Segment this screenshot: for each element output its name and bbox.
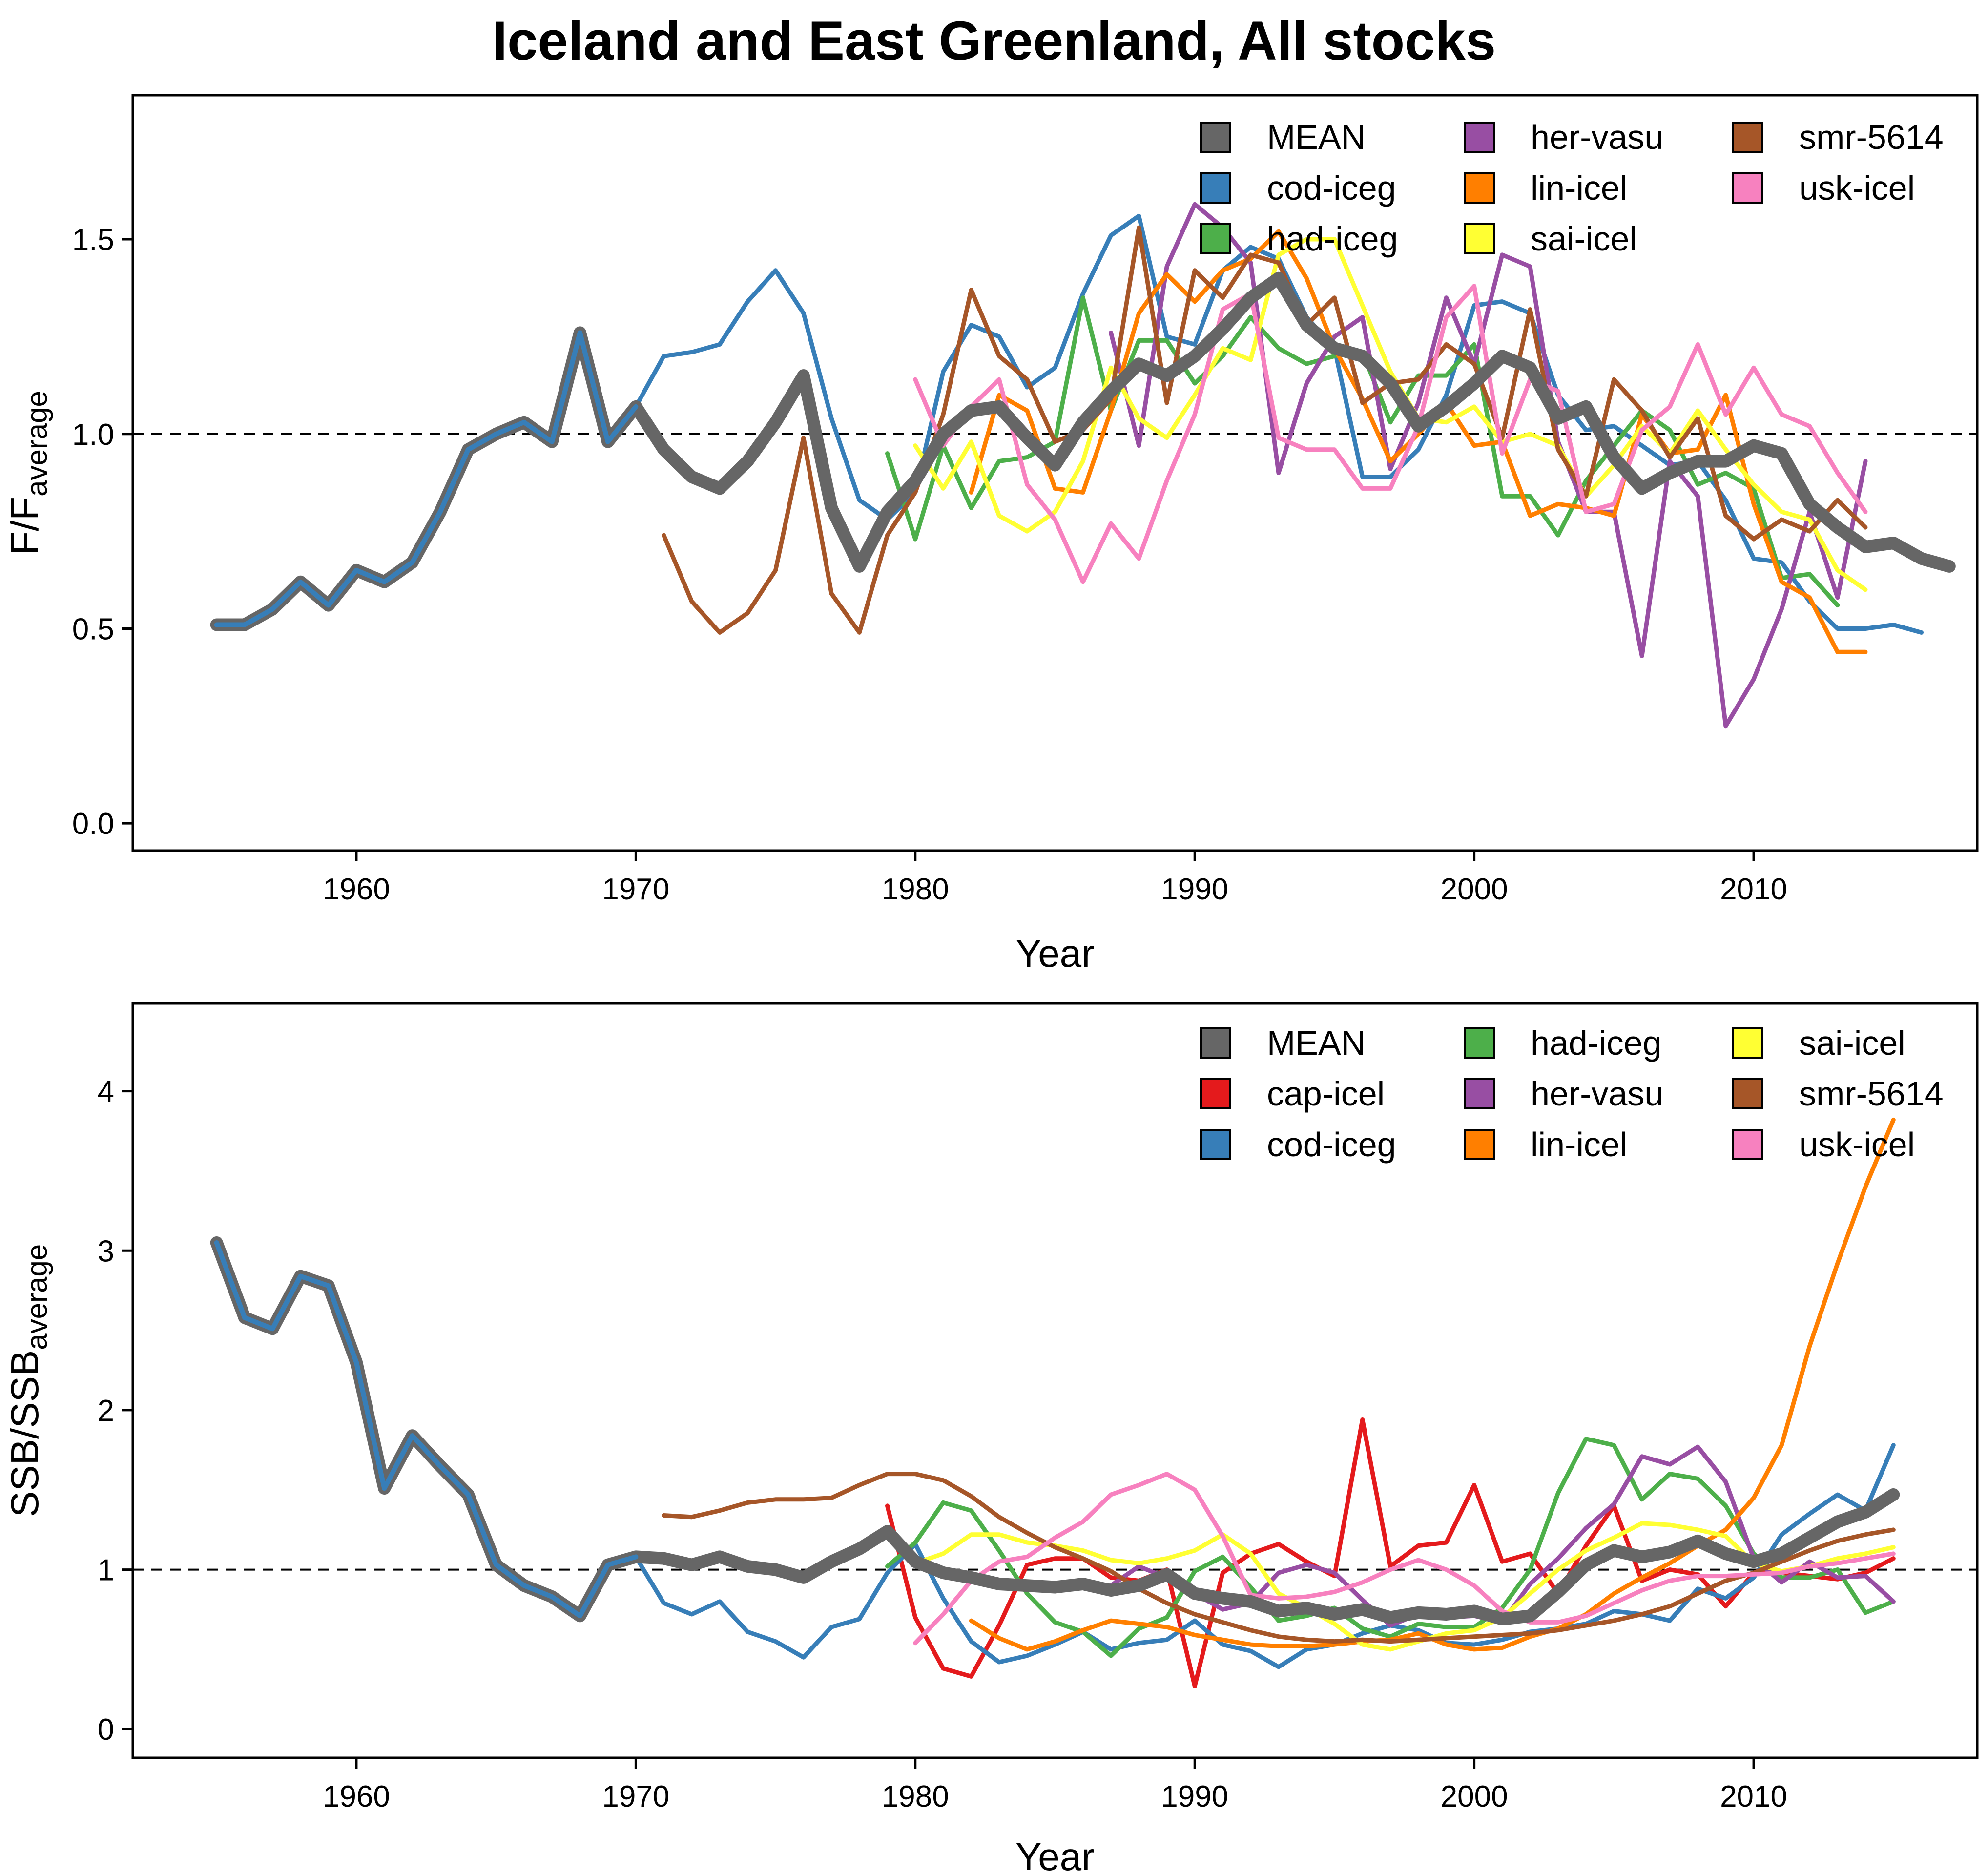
legend: MEAN cap-icel cod-iceg had-iceg her-vasu lin-…	[1200, 1024, 1944, 1164]
series-line-sai-icel	[913, 1521, 1896, 1652]
y-tick-label: 0.5	[72, 612, 114, 646]
x-tick-label: 1990	[1161, 1780, 1228, 1813]
legend-swatch	[1732, 172, 1763, 204]
series-line-smr-5614	[662, 225, 1868, 635]
legend-label: cod-iceg	[1267, 1125, 1396, 1164]
legend-swatch	[1464, 122, 1495, 153]
legend-swatch	[1464, 172, 1495, 204]
series-line-cod-iceg	[214, 213, 1924, 635]
y-tick-label: 3	[98, 1234, 114, 1268]
legend-label: MEAN	[1267, 118, 1366, 156]
y-tick-label: 2	[98, 1394, 114, 1428]
series-line-mean	[210, 1236, 1900, 1625]
x-tick-label: 2000	[1441, 873, 1508, 906]
x-tick-label: 1980	[882, 1780, 949, 1813]
legend-label: had-iceg	[1267, 220, 1398, 258]
legend-label: smr-5614	[1799, 118, 1944, 156]
y-tick-label: 1.0	[72, 418, 114, 452]
legend-swatch	[1732, 1027, 1763, 1059]
series-line-smr-5614	[662, 1472, 1896, 1644]
x-tick-label: 1970	[602, 1780, 669, 1813]
x-axis-label: Year	[1015, 1835, 1095, 1875]
legend-swatch	[1464, 1078, 1495, 1109]
x-tick-label: 2010	[1720, 1780, 1787, 1813]
legend-swatch	[1732, 1078, 1763, 1109]
legend-label: her-vasu	[1531, 1075, 1663, 1113]
x-tick-label: 1960	[323, 1780, 390, 1813]
series-line-usk-icel	[913, 284, 1868, 584]
plot-frame	[131, 94, 1979, 852]
y-tick-label: 4	[98, 1075, 114, 1109]
legend-swatch	[1200, 122, 1231, 153]
legend: MEAN cod-iceg had-iceg her-vasu lin-icel sai-…	[1200, 118, 1944, 258]
legend-label: cod-iceg	[1267, 169, 1396, 207]
legend-label: lin-icel	[1531, 1125, 1627, 1164]
legend-label: MEAN	[1267, 1024, 1366, 1062]
legend-swatch	[1200, 172, 1231, 204]
figure-title: Iceland and East Greenland, All stocks	[492, 10, 1496, 71]
legend-label: usk-icel	[1799, 169, 1915, 207]
x-tick-label: 2000	[1441, 1780, 1508, 1813]
y-tick-label: 0.0	[72, 807, 114, 841]
legend-swatch	[1200, 1078, 1231, 1109]
legend-label: sai-icel	[1799, 1024, 1905, 1062]
series-line-her-vasu	[1109, 202, 1868, 729]
legend-swatch	[1732, 1129, 1763, 1160]
legend-swatch	[1732, 122, 1763, 153]
series-line-usk-icel	[913, 1472, 1896, 1646]
y-tick-label: 0	[98, 1713, 114, 1747]
legend-swatch	[1464, 1129, 1495, 1160]
x-tick-label: 2010	[1720, 873, 1787, 906]
legend-swatch	[1200, 223, 1231, 254]
series-line-cod-overlay	[214, 330, 639, 627]
legend-swatch	[1464, 223, 1495, 254]
x-axis-label: Year	[1015, 932, 1095, 975]
legend-swatch	[1200, 1027, 1231, 1059]
legend-label: usk-icel	[1799, 1125, 1915, 1164]
x-tick-label: 1980	[882, 873, 949, 906]
series-line-cod-overlay	[214, 1240, 639, 1619]
y-tick-label: 1	[98, 1554, 114, 1587]
legend-label: had-iceg	[1531, 1024, 1662, 1062]
legend-label: smr-5614	[1799, 1075, 1944, 1113]
series-line-lin-icel	[969, 229, 1868, 654]
legend-swatch	[1200, 1129, 1231, 1160]
ssb-ratio-panel: 1960 1970 1980 1990 2000 2010 0 1 2 3 4 Year SSB/SSB…	[3, 1002, 1979, 1875]
legend-label: cap-icel	[1267, 1075, 1385, 1113]
legend-label: lin-icel	[1531, 169, 1627, 207]
y-tick-label: 1.5	[72, 223, 114, 257]
f-ratio-panel: 1960 1970 1980 1990 2000 2010 0.0 0.5 1.0 1.5 Year…	[3, 94, 1979, 975]
y-axis-label: F/Faverage	[3, 391, 53, 555]
plot-frame	[131, 1002, 1979, 1759]
series-line-sai-icel	[913, 237, 1868, 592]
legend-label: her-vasu	[1531, 118, 1663, 156]
series-line-had-iceg	[885, 1437, 1896, 1658]
x-tick-label: 1970	[602, 873, 669, 906]
x-tick-label: 1990	[1161, 873, 1228, 906]
series-line-cap-icel	[885, 1417, 1896, 1688]
legend-label: sai-icel	[1531, 220, 1637, 258]
y-axis-label: SSB/SSBaverage	[3, 1244, 53, 1517]
x-tick-label: 1960	[323, 873, 390, 906]
legend-swatch	[1464, 1027, 1495, 1059]
